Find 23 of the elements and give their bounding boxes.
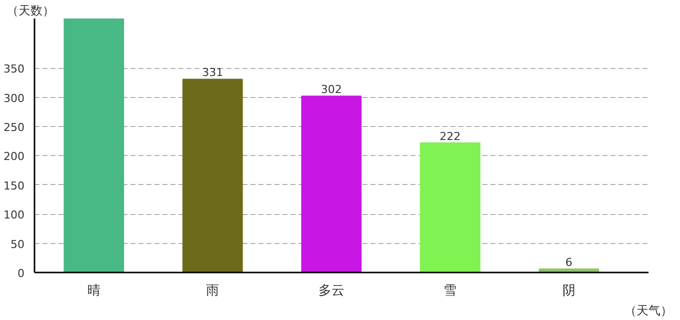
x-tick-label: 雪: [444, 284, 457, 298]
y-tick-label: 100: [4, 208, 25, 222]
y-tick-label: 300: [4, 92, 25, 105]
x-tick-label: 晴: [87, 284, 100, 298]
x-axis-title: （天气）: [624, 304, 672, 318]
bar: [182, 78, 243, 272]
y-axis-title: （天数）: [6, 4, 54, 18]
y-tick-label: 150: [4, 179, 25, 192]
data-label: 6: [565, 256, 572, 269]
bar: [420, 142, 480, 272]
data-label: 302: [320, 83, 342, 96]
bar: [64, 18, 124, 272]
data-label: 222: [440, 130, 461, 143]
y-tick-label: 0: [18, 267, 24, 280]
y-tick-label: 350: [4, 62, 25, 76]
x-tick-label: 雨: [206, 284, 220, 298]
x-tick-label: 多云: [318, 284, 344, 298]
y-tick-label: 50: [10, 238, 25, 251]
y-tick-label: 250: [4, 121, 25, 134]
x-tick-label: 阴: [562, 284, 576, 298]
data-label: 331: [202, 66, 224, 80]
y-tick-label: 200: [4, 150, 25, 164]
bar: [301, 96, 362, 272]
